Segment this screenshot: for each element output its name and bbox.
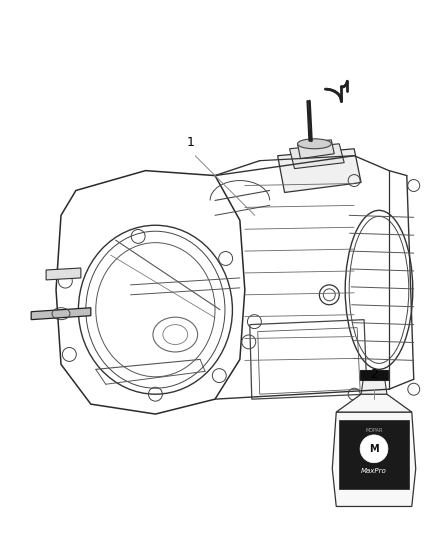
Polygon shape: [46, 268, 81, 280]
Polygon shape: [332, 412, 416, 506]
Polygon shape: [361, 380, 387, 394]
Polygon shape: [360, 370, 388, 380]
Text: MOPAR: MOPAR: [365, 428, 383, 433]
Ellipse shape: [297, 139, 331, 149]
Polygon shape: [31, 308, 91, 320]
Text: 1: 1: [186, 136, 194, 149]
Polygon shape: [339, 420, 409, 489]
Text: MaxPro: MaxPro: [361, 469, 387, 474]
Circle shape: [360, 435, 388, 463]
Polygon shape: [278, 149, 361, 192]
Text: 2: 2: [370, 368, 378, 381]
Polygon shape: [297, 140, 334, 159]
Text: M: M: [369, 444, 379, 454]
Polygon shape: [336, 394, 412, 412]
Polygon shape: [290, 144, 344, 168]
